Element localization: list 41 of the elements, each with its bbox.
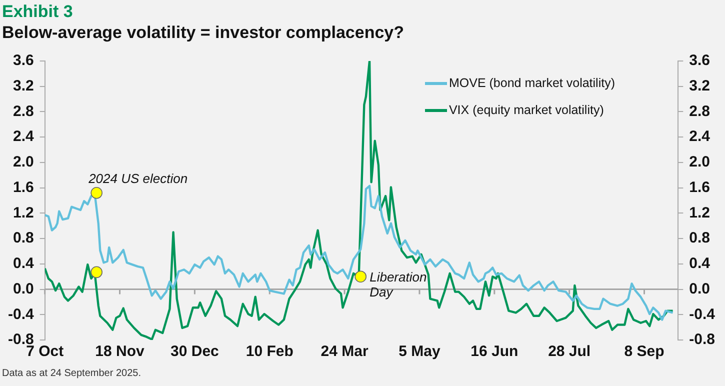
x-tick-label: 18 Nov [95,343,146,360]
y-tick-label: 3.2 [12,78,34,95]
y2-tick-label: 3.2 [689,78,710,95]
x-tick-label: 10 Feb [246,343,294,360]
y2-tick-label: -0.4 [689,306,716,323]
y-tick-label: 2.8 [12,102,34,120]
y-tick-label: -0.4 [8,306,34,323]
x-tick-label: 5 May [398,343,441,360]
y-tick-label: 0.0 [12,280,34,298]
y2-tick-label: 0.8 [689,230,710,247]
y2-tick-label: -0.8 [689,331,716,348]
chart-subtitle: Below-average volatility = investor complacency? [2,22,406,44]
x-tick-label: 30 Dec [170,343,219,360]
annotation: Liberation Day [370,270,427,300]
legend-label: VIX (equity market volatility) [448,103,604,117]
y-tick-label: 0.8 [12,230,34,247]
y2-tick-label: 2.8 [689,102,710,120]
y2-tick-label: 0.4 [689,255,711,272]
legend-label: MOVE (bond market volatility) [448,76,615,90]
x-tick-label: 8 Sep [624,343,664,360]
x-tick-label: 24 Mar [320,343,368,360]
point [90,186,102,199]
point [90,266,102,278]
x-tick-label: 16 Jun [470,343,518,360]
y-tick-label: 2.4 [12,128,34,146]
text: Data as at 24 September 2025. [1,367,142,379]
y-tick-label: 3.6 [12,52,34,70]
annotation: 2024 US election [88,170,188,186]
y-tick-label: 0.4 [12,255,34,272]
chart-title: Exhibit 3 [2,2,74,22]
y2-tick-label: 2.0 [689,154,710,171]
y2-tick-label: 1.2 [689,204,710,222]
y2-tick-label: 2.4 [689,128,711,146]
y-tick-label: 2.0 [12,154,34,171]
y2-tick-label: 0.0 [689,280,710,298]
point [354,270,367,282]
y2-tick-label: 3.6 [689,52,710,70]
y-tick-label: 1.2 [12,204,34,222]
y-tick-label: 1.6 [12,178,34,196]
x-tick-label: 28 Jul [548,343,591,360]
y2-tick-label: 1.6 [689,178,710,196]
